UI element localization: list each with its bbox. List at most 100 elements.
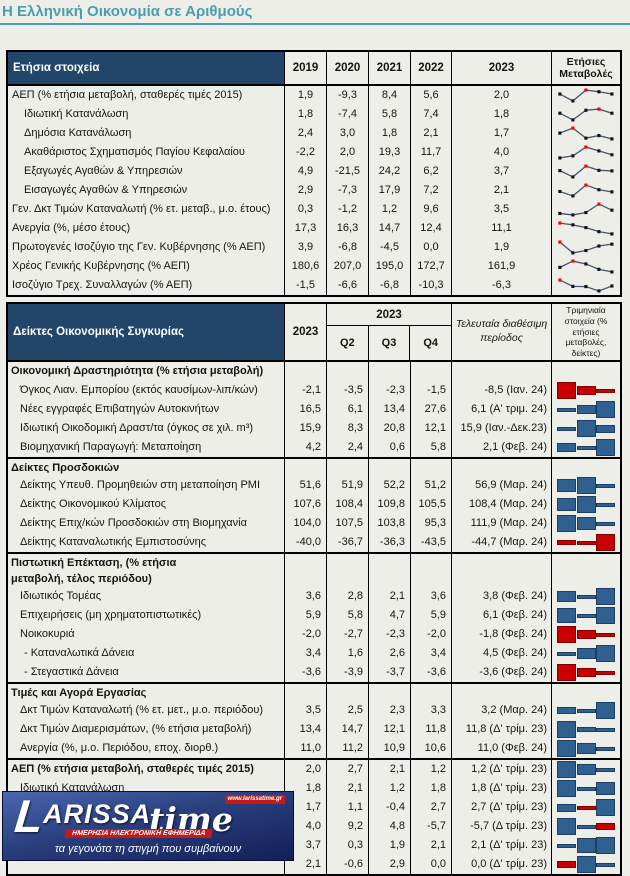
row-label: Νοικοκυριά — [20, 628, 75, 640]
bars-cell — [551, 459, 620, 476]
year-header-2020: 2020 — [326, 52, 368, 84]
row-label: Δείκτης Επιχ/κών Προσδοκιών στη Βιομηχαν… — [20, 517, 247, 529]
table-row: Εισαγωγές Αγαθών & Υπηρεσιών 2,9 -7,3 17,9 7… — [8, 181, 620, 200]
bar — [576, 629, 596, 640]
value-cell: 1,8 — [368, 124, 410, 143]
value-cell: 1,8 — [284, 779, 326, 798]
bar — [596, 588, 615, 605]
value-cell: 51,9 — [326, 476, 368, 495]
value-cell: 2,8 — [326, 587, 368, 606]
bar — [576, 613, 596, 618]
quarterly-bars-chart — [557, 401, 615, 418]
latest-value-cell: 15,9 (Ιαν.-Δεκ.23) — [451, 419, 551, 438]
bar — [576, 708, 596, 713]
quarterly-bars-chart — [557, 607, 615, 624]
value-cell: -2,0 — [284, 625, 326, 644]
quarterly-bars-chart — [557, 780, 615, 797]
value-cell: -2,1 — [284, 381, 326, 400]
value-cell: 14,7 — [368, 219, 410, 238]
value-cell: 10,6 — [410, 739, 451, 758]
bars-cell — [551, 625, 620, 644]
bars-cell — [551, 533, 620, 552]
bar — [557, 540, 576, 545]
row-label: Δείκτες Προσδοκιών — [11, 462, 120, 474]
logo-url: www.larissatime.gr — [224, 795, 285, 804]
latest-value-cell: 3,8 (Φεβ. 24) — [451, 587, 551, 606]
value-cell — [410, 554, 451, 587]
row-label: Δείκτης Οικονομικού Κλίματος — [20, 498, 167, 510]
bar — [596, 534, 615, 551]
value-cell: 24,2 — [368, 162, 410, 181]
value-cell: 17,9 — [368, 181, 410, 200]
value-cell: -3,6 — [410, 663, 451, 682]
bar — [596, 424, 615, 433]
sparkline-chart — [558, 145, 614, 160]
table-row: - Στεγαστικά Δάνεια -3,6 -3,9 -3,7 -3,6 -3,6 … — [8, 663, 620, 682]
sparkline-chart — [558, 183, 614, 198]
bar — [576, 385, 596, 396]
value-cell: 3,6 — [284, 587, 326, 606]
table-row: Δημόσια Κατανάλωση 2,4 3,0 1,8 2,1 1,7 — [8, 124, 620, 143]
sparkline-cell — [551, 143, 620, 162]
row-label: Δκτ Τιμών Καταναλωτή (% ετ. μετ., μ.ο. π… — [20, 704, 264, 716]
bars-cell — [551, 855, 620, 874]
value-cell: 95,3 — [410, 514, 451, 533]
value-cell: -3,9 — [326, 663, 368, 682]
latest-value-cell: 2,7 (Δ' τρίμ. 23) — [451, 798, 551, 817]
sparkline-chart — [558, 259, 614, 274]
bar — [596, 645, 615, 662]
value-cell: 0,0 — [410, 238, 451, 257]
bars-cell — [551, 606, 620, 625]
sparkline-cell — [551, 181, 620, 200]
value-cell — [284, 362, 326, 381]
table-row: Δκτ Τιμών Διαμερισμάτων, (% ετήσια μεταβ… — [8, 720, 620, 739]
sparkline-chart — [558, 221, 614, 236]
value-cell: 103,8 — [368, 514, 410, 533]
value-cell: 9,6 — [410, 200, 451, 219]
sparkline-cell — [551, 219, 620, 238]
value-cell: -3,5 — [326, 381, 368, 400]
annual-changes-header: Ετήσιες Μεταβολές — [551, 52, 620, 84]
sparkline-chart — [558, 164, 614, 179]
latest-value-cell: -44,7 (Μαρ. 24) — [451, 533, 551, 552]
logo-tagline: τα γεγονότα τη στιγμή που συμβαίνουν — [54, 843, 242, 855]
value-cell: 2,4 — [284, 124, 326, 143]
bars-cell — [551, 720, 620, 739]
bar — [576, 445, 596, 450]
value-cell: 107,6 — [284, 495, 326, 514]
value-cell — [326, 684, 368, 701]
bar — [576, 805, 596, 810]
value-cell: 15,9 — [284, 419, 326, 438]
quarterly-table: Δείκτες Οικονομικής Συγκυρίας 2023 2023 … — [6, 302, 622, 876]
value-cell: 1,8 — [410, 779, 451, 798]
value-cell: -5,7 — [410, 817, 451, 836]
table-row: Ιδιωτική Οικοδομική Δραστ/τα (όγκος σε χ… — [8, 419, 620, 438]
section-row: Οικονομική Δραστηριότητα (% ετήσια μεταβ… — [8, 362, 620, 381]
bar — [576, 647, 596, 660]
bar — [576, 837, 596, 854]
latest-value-cell: -3,6 (Φεβ. 24) — [451, 663, 551, 682]
value-cell: 5,9 — [284, 606, 326, 625]
bar — [557, 478, 576, 493]
bar — [596, 483, 615, 488]
value-cell: 161,9 — [451, 257, 551, 276]
value-cell: 1,9 — [368, 836, 410, 855]
bars-cell — [551, 817, 620, 836]
value-cell: 2,1 — [368, 760, 410, 779]
logo-main-text: ARISSA — [43, 799, 152, 829]
table-row: Ανεργία (%, μέσο έτους) 17,3 16,3 14,7 12,4 1… — [8, 219, 620, 238]
value-cell: 12,1 — [368, 720, 410, 739]
value-cell: 16,3 — [326, 219, 368, 238]
bar — [557, 803, 576, 812]
table-row: Ισοζύγιο Τρεχ. Συναλλαγών (% ΑΕΠ) -1,5 -6,… — [8, 276, 620, 295]
sparkline-cell — [551, 162, 620, 181]
bars-cell — [551, 644, 620, 663]
year-header-2022: 2022 — [410, 52, 451, 84]
bar — [576, 763, 596, 776]
bar — [576, 594, 596, 599]
quarterly-bars-chart — [557, 818, 615, 835]
quarterly-bars-chart — [557, 702, 615, 719]
latest-value-cell — [451, 684, 551, 701]
bars-cell — [551, 836, 620, 855]
table-row: Δείκτης Υπευθ. Προμηθειών στη μεταποίηση… — [8, 476, 620, 495]
